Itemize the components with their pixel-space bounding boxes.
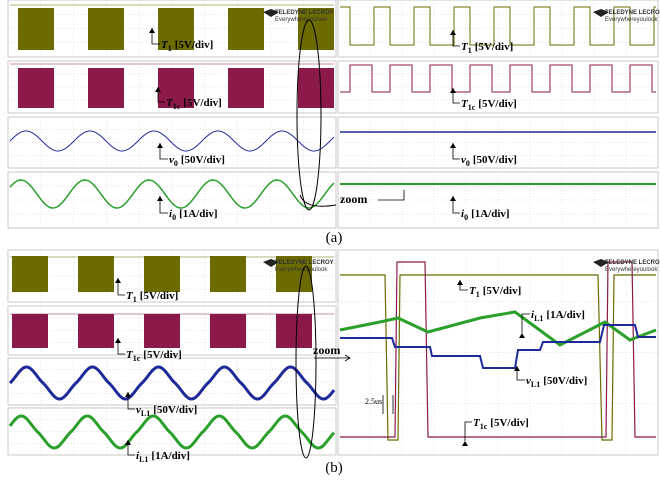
label-unit: [5V/div] (475, 41, 514, 53)
label-unit: [5V/div] (175, 39, 214, 51)
label-sub: L1 (139, 455, 148, 464)
logo-tagline: Everywhereyoulook (605, 267, 658, 273)
pwm-block (88, 8, 124, 50)
pwm-block (228, 8, 264, 50)
label-unit: [1A/div] (151, 450, 190, 462)
logo-brand: TELEDYNE LECROY (275, 260, 334, 266)
label-unit: [1A/div] (179, 208, 218, 220)
label-unit: [50V/div] (181, 154, 225, 166)
label-unit: [5V/div] (140, 290, 179, 302)
pwm-block (78, 314, 114, 348)
pwm-block (144, 256, 180, 292)
figure: (a) (b) TELEDYNE LECROYEverywhereyoulook… (0, 0, 660, 489)
label-sub: 0 (466, 159, 470, 168)
caption: (b) (325, 460, 343, 476)
label-sub: 1c (173, 102, 181, 111)
pwm-block (210, 314, 246, 348)
label-unit: [5V/div] (478, 98, 517, 110)
label-unit: [5V/div] (483, 285, 522, 297)
logo-brand: TELEDYNE LECROY (605, 10, 660, 16)
logo-tagline: Everywhereyoulook (275, 17, 328, 23)
label-sub: 1 (168, 44, 172, 53)
pwm-block (78, 256, 114, 292)
label-sub: 1c (133, 354, 141, 363)
pwm-block (144, 314, 180, 348)
label-sub: 1c (480, 422, 488, 431)
label-unit: [5V/div] (183, 97, 222, 109)
signal-label: vL1[50V/div] (136, 404, 197, 418)
label-sub: 1c (468, 103, 476, 112)
pwm-block (298, 68, 334, 108)
label-unit: [50V/div] (153, 404, 197, 416)
logo-brand: TELEDYNE LECROY (605, 260, 660, 266)
label-sub: L1 (531, 380, 540, 389)
label-sub: L1 (141, 409, 150, 418)
label-sub: 1 (133, 295, 137, 304)
label-unit: [50V/div] (543, 375, 587, 387)
label-sub: 0 (172, 213, 176, 222)
label-sub: 0 (464, 213, 468, 222)
label-unit: [5V/div] (490, 417, 529, 429)
label-sub: L1 (534, 314, 543, 323)
pwm-block (228, 68, 264, 108)
pwm-block (210, 256, 246, 292)
label-sub: 1 (476, 290, 480, 299)
label-sub: 0 (174, 159, 178, 168)
logo-brand: TELEDYNE LECROY (275, 10, 334, 16)
pwm-block (12, 314, 48, 348)
time-scale: 2.5us (365, 397, 382, 406)
label-unit: [1A/div] (546, 309, 585, 321)
logo-tagline: Everywhereyoulook (275, 267, 328, 273)
pwm-block (88, 68, 124, 108)
label-unit: [1A/div] (471, 208, 510, 220)
pwm-block (12, 256, 48, 292)
label-unit: [5V/div] (143, 349, 182, 361)
label-unit: [50V/div] (473, 154, 517, 166)
logo-tagline: Everywhereyoulook (605, 17, 658, 23)
pwm-block (276, 314, 312, 348)
pwm-block (18, 68, 54, 108)
caption: (a) (326, 230, 343, 246)
zoom-label: zoom (340, 192, 367, 206)
pwm-block (18, 8, 54, 50)
zoom-label: zoom (313, 343, 340, 357)
label-sub: 1 (468, 46, 472, 55)
